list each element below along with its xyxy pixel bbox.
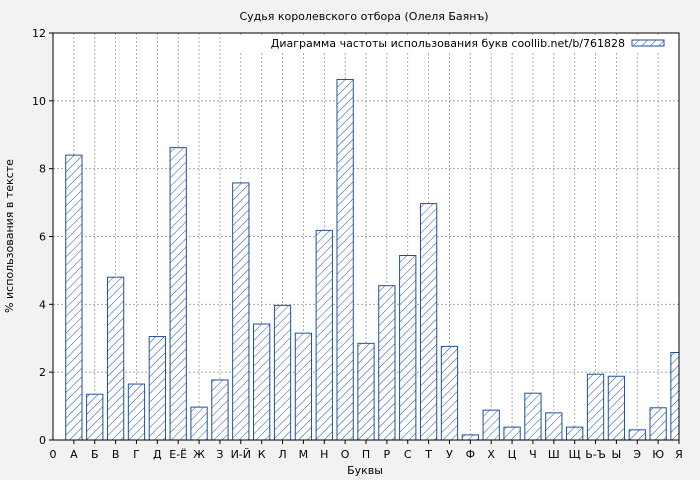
x-tick-label: Я (675, 448, 683, 461)
plot-frame (52, 32, 680, 441)
bar (482, 409, 500, 441)
x-tick-label: Х (487, 448, 495, 461)
bar (419, 203, 438, 441)
bar (232, 182, 250, 441)
x-tick-label: О (341, 448, 350, 461)
legend-box (240, 36, 676, 52)
y-tick-label: 2 (39, 366, 46, 379)
bar (586, 373, 605, 441)
bar (357, 342, 375, 441)
legend-label: Диаграмма частоты использования букв coo… (271, 37, 625, 50)
x-tick-label: Ы (612, 448, 622, 461)
x-tick-label: М (299, 448, 309, 461)
x-tick-label: К (258, 448, 266, 461)
x-axis-ticks: 0 А Б В Г Д Е-Ё Ж З И-Й К Л М Н О П Р С Т У Ф Х Ц Ч Ш Щ Ь-Ъ Ы Э Ю Я (50, 440, 683, 461)
x-tick-label: Е-Ё (169, 448, 187, 461)
x-tick-label: И-Й (231, 448, 251, 461)
bar (127, 383, 146, 441)
x-tick-label: С (404, 448, 412, 461)
chart-title: Судья королевского отбора (Олеля Баянъ) (239, 10, 488, 23)
bar (169, 147, 187, 441)
bar (211, 379, 229, 441)
bar (545, 412, 563, 441)
x-tick-label: Ж (193, 448, 205, 461)
bar (566, 426, 584, 441)
x-tick-label: А (70, 448, 78, 461)
x-tick-label: Б (91, 448, 99, 461)
bar (649, 407, 667, 441)
bar (440, 345, 459, 441)
x-tick-label: Т (424, 448, 432, 461)
y-tick-label: 0 (39, 434, 46, 447)
x-axis-label: Буквы (347, 464, 383, 477)
x-tick-label: Щ (569, 448, 581, 461)
x-tick-label: У (446, 448, 453, 461)
x-tick-label: 0 (50, 448, 57, 461)
x-tick-label: Ч (529, 448, 537, 461)
x-tick-label: Г (133, 448, 140, 461)
x-tick-label: Л (278, 448, 286, 461)
bar (378, 285, 396, 441)
x-tick-label: З (216, 448, 223, 461)
x-tick-label: П (362, 448, 370, 461)
bar (399, 254, 417, 441)
x-tick-label: Д (153, 448, 162, 461)
x-tick-label: Ш (548, 448, 560, 461)
bar (86, 393, 104, 441)
bar (148, 336, 166, 441)
y-tick-label: 12 (32, 27, 46, 40)
x-tick-label: В (112, 448, 120, 461)
x-tick-label: Ф (466, 448, 475, 461)
bar (190, 406, 208, 441)
x-tick-label: Ю (652, 448, 664, 461)
bar (607, 375, 626, 441)
bar (670, 351, 680, 441)
bar (336, 78, 354, 441)
bar (253, 323, 271, 441)
legend: Диаграмма частоты использования букв coo… (240, 36, 676, 52)
bar (65, 154, 83, 441)
x-tick-label: Ц (508, 448, 517, 461)
y-tick-label: 6 (39, 231, 46, 244)
y-tick-label: 8 (39, 163, 46, 176)
bar (315, 229, 333, 441)
bar (503, 426, 521, 441)
bar (524, 392, 542, 441)
x-tick-label: Э (633, 448, 641, 461)
y-tick-label: 4 (39, 298, 46, 311)
legend-swatch (631, 39, 665, 47)
bar (106, 276, 125, 441)
y-axis-ticks: 0 2 4 6 8 10 12 (32, 27, 53, 447)
x-tick-label: Н (320, 448, 328, 461)
bar (461, 434, 479, 441)
y-tick-label: 10 (32, 95, 46, 108)
x-tick-label: Ь-Ъ (585, 448, 606, 461)
bar (628, 429, 646, 441)
y-axis-label: % использования в тексте (3, 159, 16, 313)
bar (273, 304, 292, 441)
bar (294, 332, 313, 441)
x-tick-label: Р (384, 448, 391, 461)
